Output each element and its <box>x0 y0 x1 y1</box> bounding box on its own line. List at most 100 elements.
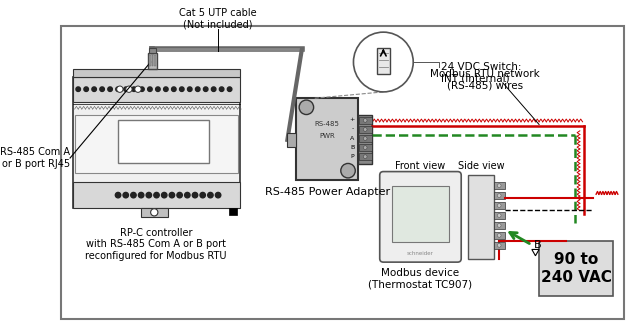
Text: Modbus RTU network
(RS-485) wires: Modbus RTU network (RS-485) wires <box>430 69 540 91</box>
Circle shape <box>185 193 190 198</box>
Text: 24 VDC Switch:
INT (Internal): 24 VDC Switch: INT (Internal) <box>441 62 522 84</box>
Bar <box>149 55 151 66</box>
Bar <box>359 117 372 124</box>
Bar <box>359 135 372 142</box>
Circle shape <box>498 244 501 247</box>
Bar <box>494 202 505 209</box>
Circle shape <box>498 194 501 197</box>
Text: Modbus device
(Thermostat TC907): Modbus device (Thermostat TC907) <box>369 268 473 289</box>
Bar <box>359 144 372 151</box>
Circle shape <box>100 87 105 92</box>
Circle shape <box>124 87 128 92</box>
Bar <box>154 55 156 66</box>
Text: B: B <box>350 145 354 150</box>
Bar <box>151 55 153 66</box>
Text: Front view: Front view <box>396 161 446 171</box>
Bar <box>494 212 505 219</box>
Bar <box>149 48 156 53</box>
Bar <box>118 120 208 163</box>
Bar <box>297 98 358 180</box>
Bar <box>73 76 240 208</box>
Circle shape <box>498 184 501 187</box>
Circle shape <box>188 87 192 92</box>
Text: Side view: Side view <box>458 161 505 171</box>
Text: 90 to
240 VAC: 90 to 240 VAC <box>541 252 612 285</box>
Circle shape <box>195 87 200 92</box>
Circle shape <box>162 193 167 198</box>
Circle shape <box>131 87 136 92</box>
Bar <box>468 175 494 258</box>
Circle shape <box>131 193 136 198</box>
Circle shape <box>364 137 367 140</box>
Circle shape <box>138 193 144 198</box>
Bar <box>494 182 505 189</box>
Bar <box>377 49 389 74</box>
Bar <box>287 133 297 147</box>
Circle shape <box>208 193 213 198</box>
Text: PWR: PWR <box>319 133 335 139</box>
Circle shape <box>116 87 120 92</box>
Circle shape <box>140 87 144 92</box>
Circle shape <box>169 193 175 198</box>
Bar <box>494 242 505 249</box>
Text: RS-485 Power Adapter: RS-485 Power Adapter <box>265 187 390 197</box>
Text: -: - <box>352 127 354 132</box>
Circle shape <box>192 193 198 198</box>
Text: Cat 5 UTP cable
(Not included): Cat 5 UTP cable (Not included) <box>179 8 257 30</box>
Circle shape <box>200 193 205 198</box>
Circle shape <box>364 155 367 158</box>
Bar <box>494 232 505 238</box>
Bar <box>359 126 372 133</box>
Bar <box>73 69 240 76</box>
Circle shape <box>135 86 141 92</box>
Circle shape <box>177 193 182 198</box>
Text: RS-485: RS-485 <box>315 121 340 127</box>
Text: +: + <box>349 117 354 122</box>
Circle shape <box>215 193 221 198</box>
Bar <box>494 222 505 229</box>
Circle shape <box>154 193 159 198</box>
Text: P: P <box>351 154 354 159</box>
Bar <box>141 208 168 217</box>
Bar <box>74 114 239 174</box>
Text: A: A <box>350 135 354 141</box>
Circle shape <box>148 87 152 92</box>
Text: B: B <box>533 240 541 250</box>
Circle shape <box>498 224 501 227</box>
Circle shape <box>212 87 216 92</box>
Circle shape <box>172 87 176 92</box>
Circle shape <box>151 209 158 216</box>
Bar <box>494 193 505 199</box>
Text: RP-C controller
with RS-485 Com A or B port
reconfigured for Modbus RTU: RP-C controller with RS-485 Com A or B p… <box>85 228 227 261</box>
Circle shape <box>156 87 160 92</box>
Circle shape <box>115 193 121 198</box>
Circle shape <box>108 87 112 92</box>
Bar <box>73 76 240 102</box>
Circle shape <box>146 193 151 198</box>
Bar <box>539 241 613 296</box>
Circle shape <box>354 32 413 92</box>
Circle shape <box>498 214 501 217</box>
Circle shape <box>219 87 224 92</box>
Circle shape <box>76 87 81 92</box>
Text: RS-485 Com A
or B port RJ45: RS-485 Com A or B port RJ45 <box>0 147 70 169</box>
Circle shape <box>227 87 232 92</box>
Circle shape <box>498 234 501 237</box>
Circle shape <box>364 146 367 149</box>
Circle shape <box>341 163 356 178</box>
FancyBboxPatch shape <box>380 172 461 262</box>
Circle shape <box>364 119 367 122</box>
Circle shape <box>126 86 132 92</box>
Circle shape <box>299 100 314 114</box>
Bar <box>148 53 157 69</box>
Circle shape <box>123 193 128 198</box>
Bar <box>73 182 240 208</box>
Circle shape <box>498 204 501 207</box>
Circle shape <box>92 87 96 92</box>
Bar <box>393 186 449 242</box>
Circle shape <box>84 87 88 92</box>
Bar <box>358 114 372 164</box>
Circle shape <box>364 128 367 131</box>
Circle shape <box>180 87 184 92</box>
Circle shape <box>163 87 168 92</box>
